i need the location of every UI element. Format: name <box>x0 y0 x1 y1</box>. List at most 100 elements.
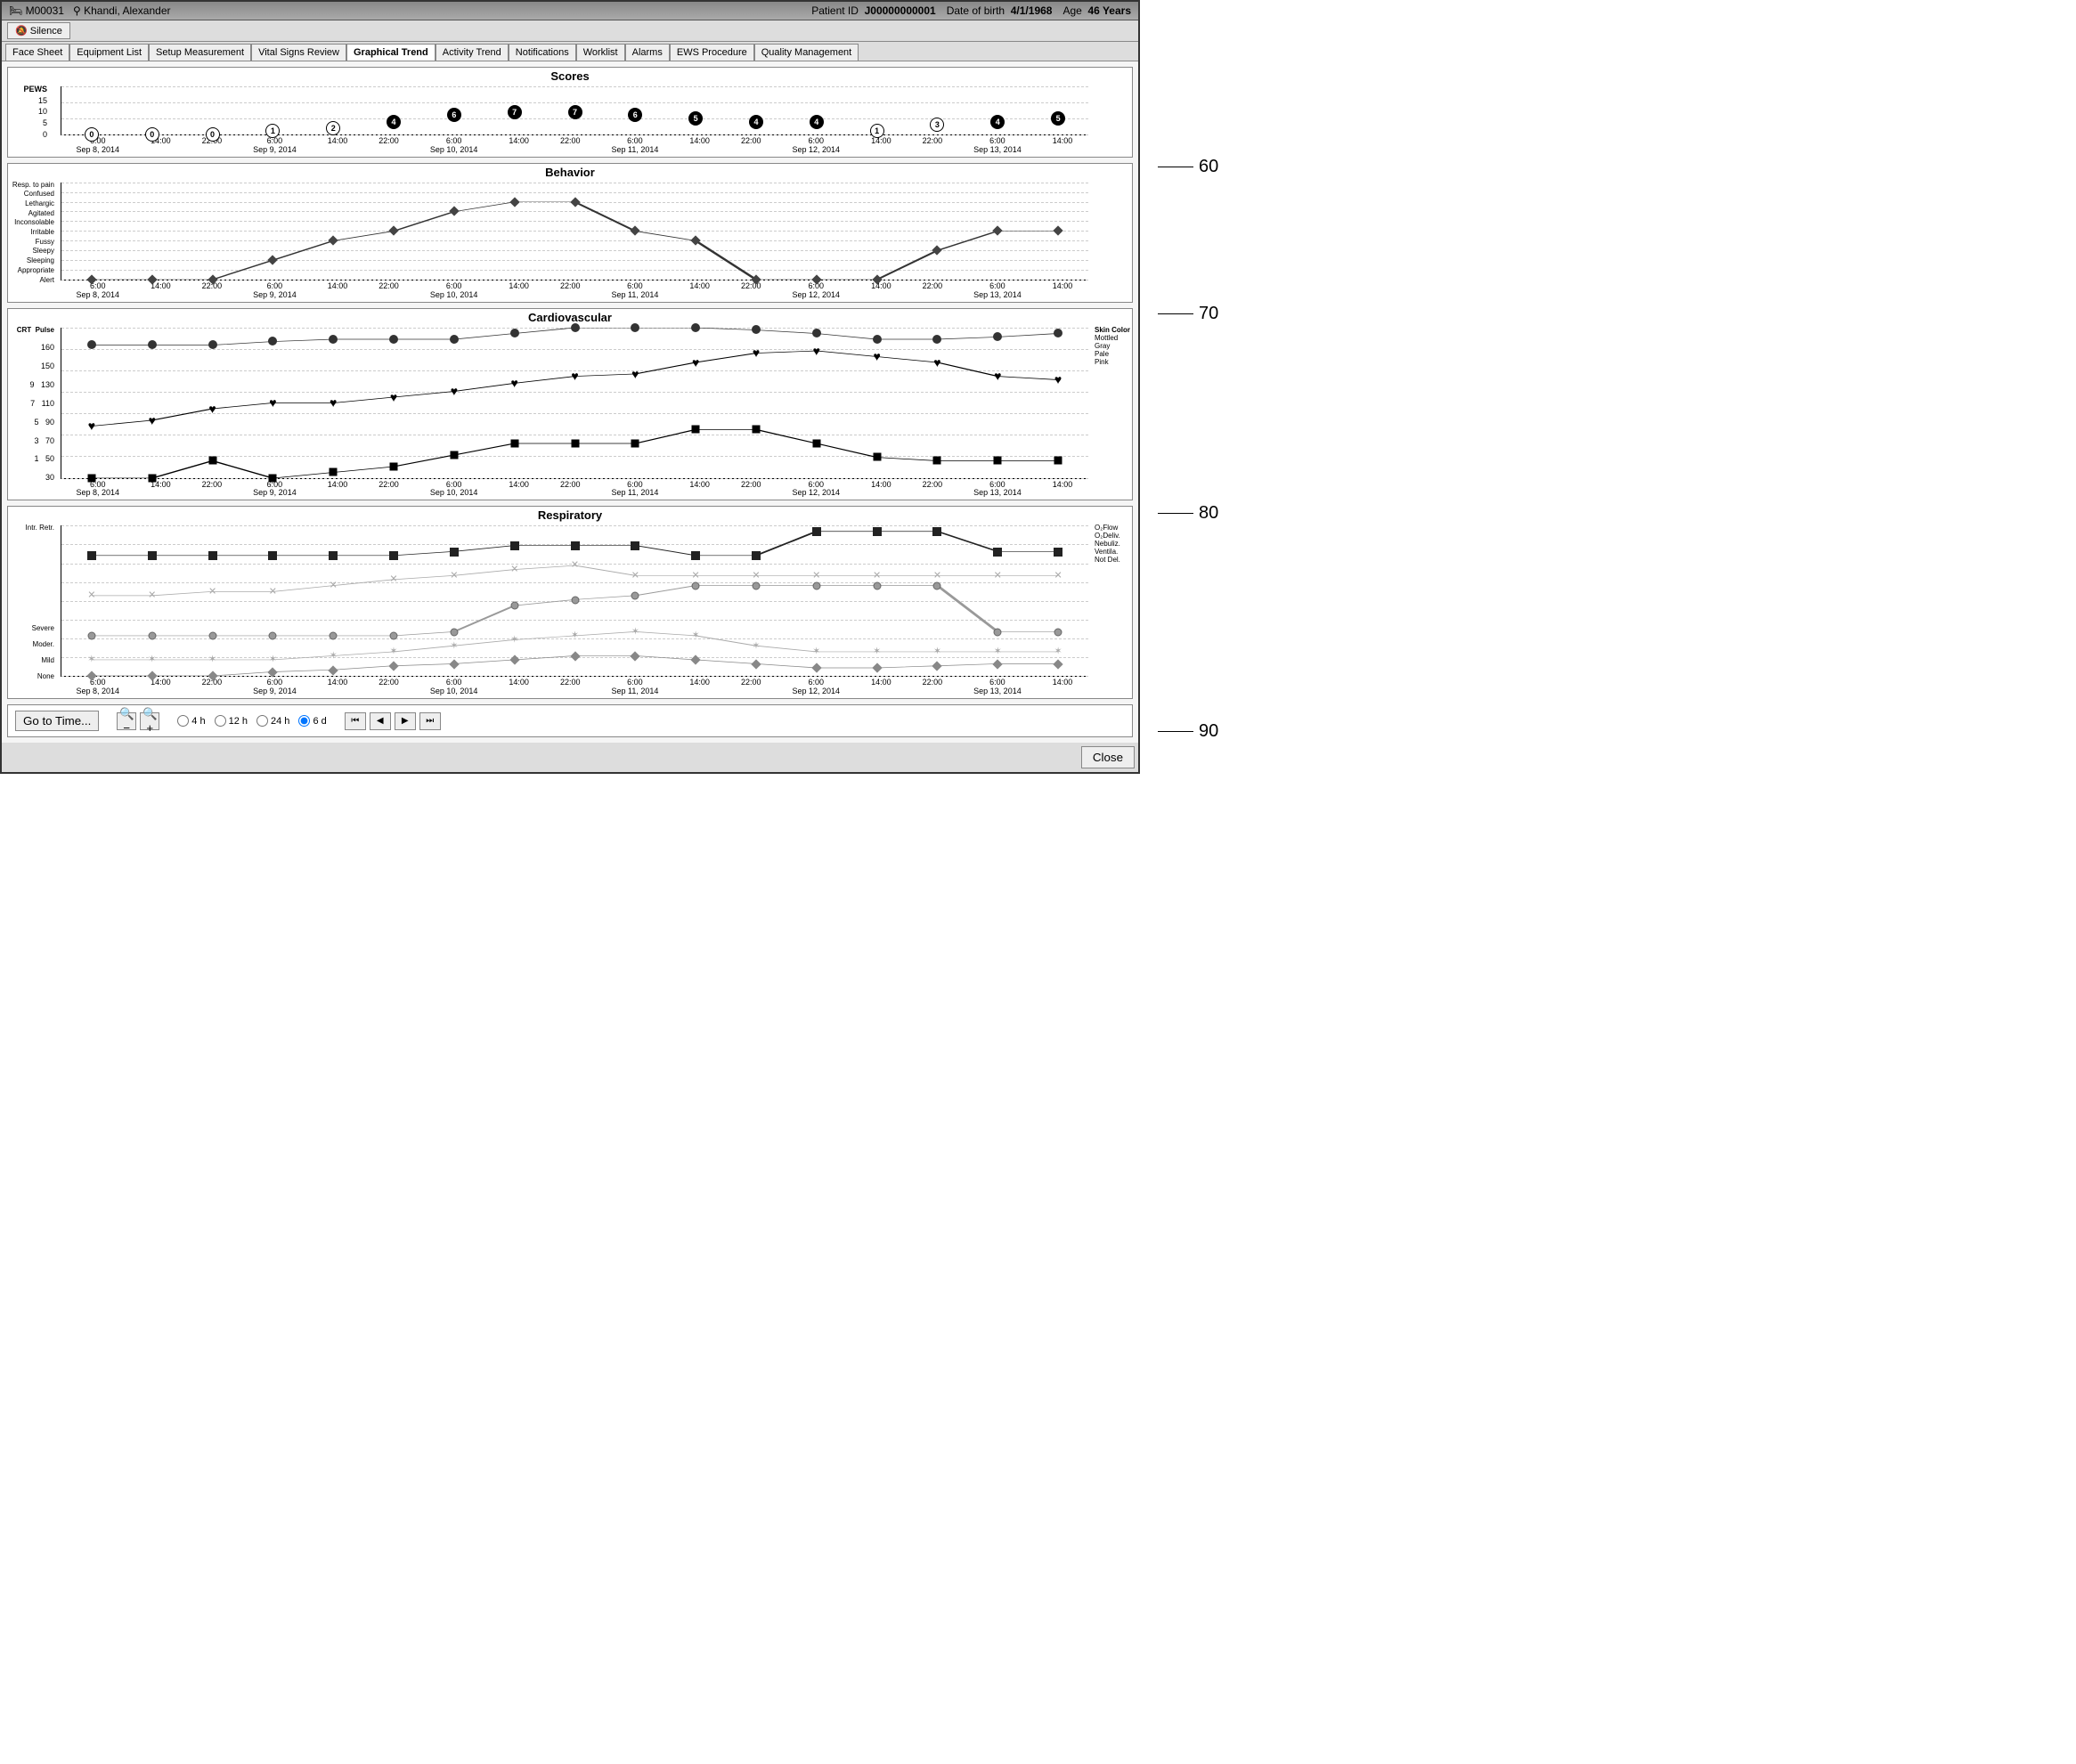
cardio-point: ♥ <box>753 346 760 359</box>
range-12h[interactable]: 12 h <box>215 715 248 727</box>
tab-bar: Face SheetEquipment ListSetup Measuremen… <box>2 42 1138 61</box>
range-6d[interactable]: 6 d <box>298 715 326 727</box>
resp-point: ✕ <box>752 571 760 581</box>
age-label: Age <box>1062 4 1081 17</box>
resp-point <box>329 551 338 560</box>
tab-alarms[interactable]: Alarms <box>625 44 670 61</box>
resp-point <box>510 541 519 550</box>
score-point: 6 <box>628 108 642 122</box>
resp-point <box>691 551 700 560</box>
tab-worklist[interactable]: Worklist <box>576 44 625 61</box>
resp-point <box>208 632 216 640</box>
cardio-point <box>812 439 820 447</box>
dob-value: 4/1/1968 <box>1011 4 1053 17</box>
nav-first[interactable]: ⏮ <box>345 712 366 730</box>
patient-id-label: Patient ID <box>811 4 859 17</box>
cardio-point <box>269 474 277 482</box>
patient-id: J00000000001 <box>865 4 936 17</box>
tab-graphical-trend[interactable]: Graphical Trend <box>346 44 436 61</box>
resp-point: ✕ <box>208 587 216 597</box>
zoom-in-button[interactable]: 🔍+ <box>140 712 159 730</box>
cardio-point: ♥ <box>1054 373 1062 386</box>
patient-name: Khandi, Alexander <box>84 4 170 17</box>
tab-activity-trend[interactable]: Activity Trend <box>436 44 509 61</box>
tab-quality-management[interactable]: Quality Management <box>754 44 859 61</box>
tab-equipment-list[interactable]: Equipment List <box>69 44 149 61</box>
resp-point <box>1054 548 1062 557</box>
cardio-point: ♥ <box>873 350 880 362</box>
patient-icon: ⚲ <box>73 4 84 17</box>
time-range-group: 4 h 12 h 24 h 6 d <box>177 715 326 727</box>
cardio-point <box>631 439 639 447</box>
tab-ews-procedure[interactable]: EWS Procedure <box>670 44 754 61</box>
resp-point: ✕ <box>994 571 1002 581</box>
behavior-point <box>690 236 700 246</box>
cardio-point <box>993 332 1002 341</box>
resp-panel: Respiratory Intr. Retr. SevereModer.Mild… <box>7 506 1133 699</box>
score-point: 3 <box>930 118 944 132</box>
cardio-point <box>208 457 216 465</box>
scores-plot: 00012467765441345 <box>61 86 1088 135</box>
cardio-point: ♥ <box>208 402 216 415</box>
resp-point <box>87 551 96 560</box>
resp-point: ✶ <box>873 647 881 657</box>
range-4h[interactable]: 4 h <box>177 715 205 727</box>
tab-notifications[interactable]: Notifications <box>509 44 576 61</box>
resp-point: ✕ <box>1054 571 1062 581</box>
resp-point <box>450 628 458 636</box>
resp-point: ✶ <box>148 655 156 665</box>
cardio-title: Cardiovascular <box>8 309 1132 326</box>
nav-last[interactable]: ⏭ <box>419 712 441 730</box>
resp-point <box>1053 659 1062 669</box>
cardio-point: ♥ <box>813 345 820 357</box>
resp-point <box>570 651 580 661</box>
resp-point: ✕ <box>330 581 338 590</box>
resp-point: ✶ <box>631 627 639 637</box>
resp-point: ✕ <box>450 571 458 581</box>
silence-button[interactable]: Silence <box>7 22 70 39</box>
resp-point <box>449 659 459 669</box>
cardio-point <box>389 335 398 344</box>
cardio-point <box>571 323 580 332</box>
resp-point: ✶ <box>692 631 700 641</box>
resp-point <box>993 548 1002 557</box>
cardio-point <box>691 323 700 332</box>
cardio-point <box>148 340 157 349</box>
score-point: 6 <box>447 108 461 122</box>
cardio-point: ♥ <box>390 391 397 403</box>
cardio-panel: Cardiovascular CRT Pulse 160 1509 1307 1… <box>7 308 1133 501</box>
cardio-plot: ♥♥♥♥♥♥♥♥♥♥♥♥♥♥♥♥♥ <box>61 328 1088 479</box>
cardio-point <box>752 425 760 433</box>
cardio-point <box>450 335 459 344</box>
tab-vital-signs-review[interactable]: Vital Signs Review <box>251 44 346 61</box>
resp-point <box>510 602 518 610</box>
cardio-point <box>268 337 277 345</box>
resp-plot: ✕✕✕✕✕✕✕✕✕✕✕✕✕✕✕✕✕✶✶✶✶✶✶✶✶✶✶✶✶✶✶✶✶✶ <box>61 525 1088 677</box>
cardio-point: ♥ <box>994 370 1001 382</box>
zoom-out-button[interactable]: 🔍− <box>117 712 136 730</box>
behavior-y-axis: Resp. to painConfusedLethargicAgitatedIn… <box>10 181 54 284</box>
range-24h[interactable]: 24 h <box>256 715 289 727</box>
close-button[interactable]: Close <box>1081 746 1135 768</box>
cardio-point: ♥ <box>933 356 940 369</box>
dob-label: Date of birth <box>947 4 1005 17</box>
resp-point: ✶ <box>330 651 338 661</box>
scores-title: Scores <box>8 68 1132 85</box>
resp-point: ✶ <box>933 647 941 657</box>
tab-face-sheet[interactable]: Face Sheet <box>5 44 69 61</box>
nav-prev[interactable]: ◀ <box>370 712 391 730</box>
cardio-point <box>450 451 458 459</box>
app-window: 🛏 M00031 ⚲ Khandi, Alexander Patient ID … <box>0 0 1140 774</box>
behavior-point <box>268 255 278 264</box>
nav-group: ⏮◀▶⏭ <box>345 712 441 730</box>
bed-id: M00031 <box>26 4 64 17</box>
cardio-point <box>1054 457 1062 465</box>
tab-setup-measurement[interactable]: Setup Measurement <box>149 44 251 61</box>
goto-time-button[interactable]: Go to Time... <box>15 711 99 731</box>
cardio-y-right: Skin ColorMottledGrayPalePink <box>1095 326 1130 483</box>
cardio-point <box>510 329 519 337</box>
score-point: 1 <box>265 124 280 138</box>
nav-next[interactable]: ▶ <box>395 712 416 730</box>
resp-point: ✕ <box>87 591 95 601</box>
score-point: 4 <box>387 115 401 129</box>
